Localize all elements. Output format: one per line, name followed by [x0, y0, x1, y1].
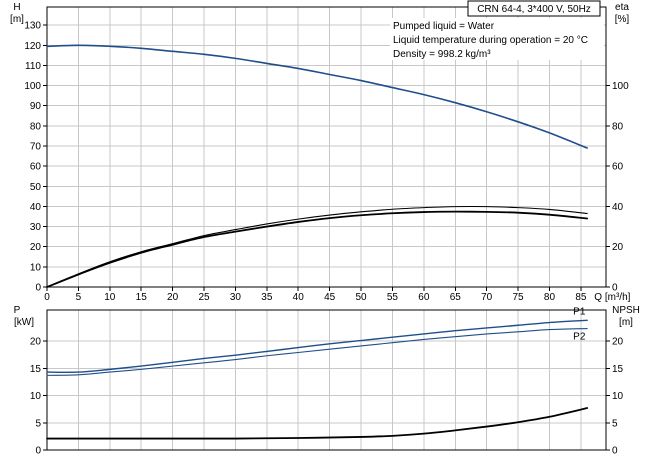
h-axis-unit: [m] — [10, 14, 24, 25]
h-axis-label: H — [13, 2, 20, 13]
npsh-axis-tick-label: 5 — [612, 418, 618, 429]
q-axis-tick-label: 55 — [387, 292, 399, 303]
q-axis-tick-label: 65 — [450, 292, 462, 303]
h-axis-tick-label: 60 — [30, 162, 42, 173]
p-axis-tick-label: 0 — [35, 446, 41, 457]
bottom-series-p2 — [46, 327, 588, 376]
bottom-series-npsh — [46, 407, 589, 440]
condition-background — [390, 32, 604, 46]
eta-axis-tick-label: 100 — [612, 81, 629, 92]
condition-text: Density = 998.2 kg/m³ — [393, 49, 491, 60]
h-axis-tick-label: 70 — [30, 141, 42, 152]
condition-background — [390, 18, 604, 32]
h-axis-tick-label: 130 — [24, 21, 41, 32]
npsh-axis-tick-label: 0 — [612, 446, 618, 457]
top-series-h — [46, 44, 588, 149]
h-axis-tick-label: 50 — [30, 182, 42, 193]
eta-axis-tick-label: 0 — [612, 283, 618, 294]
q-axis-tick-label: 0 — [44, 292, 50, 303]
q-axis-tick-label: 15 — [136, 292, 148, 303]
eta-axis-tick-label: 40 — [612, 202, 624, 213]
q-axis-tick-label: 30 — [230, 292, 242, 303]
condition-text: Liquid temperature during operation = 20… — [393, 35, 588, 46]
npsh-axis-tick-label: 20 — [612, 337, 624, 348]
top-plot-frame — [46, 6, 607, 288]
condition-text: Pumped liquid = Water — [393, 21, 495, 32]
series-label-p2: P2 — [573, 332, 586, 343]
h-axis-tick-label: 90 — [30, 101, 42, 112]
q-axis-tick-label: 10 — [104, 292, 116, 303]
bottom-series-p1 — [46, 319, 588, 374]
title-box-text: CRN 64-4, 3*400 V, 50Hz — [477, 4, 591, 15]
h-axis-tick-label: 20 — [30, 242, 42, 253]
h-axis-tick-label: 0 — [35, 283, 41, 294]
p-axis-tick-label: 15 — [30, 364, 42, 375]
p-axis-tick-label: 10 — [30, 391, 42, 402]
q-axis-tick-label: 25 — [198, 292, 210, 303]
h-axis-tick-label: 10 — [30, 262, 42, 273]
q-axis-tick-label: 75 — [513, 292, 525, 303]
eta-axis-tick-label: 60 — [612, 162, 624, 173]
h-axis-tick-label: 100 — [24, 81, 41, 92]
p-axis-unit: [kW] — [14, 317, 34, 328]
eta-axis-tick-label: 80 — [612, 121, 624, 132]
q-axis-tick-label: 70 — [481, 292, 493, 303]
q-axis-tick-label: 5 — [76, 292, 82, 303]
eta-axis-label: eta — [615, 2, 629, 13]
npsh-axis-unit: [m] — [619, 317, 633, 328]
p-axis-label: P — [14, 305, 21, 316]
top-series-eta-upper — [46, 205, 588, 288]
npsh-axis-tick-label: 10 — [612, 391, 624, 402]
q-axis-tick-label: 85 — [575, 292, 587, 303]
h-axis-tick-label: 120 — [24, 41, 41, 52]
h-axis-tick-label: 110 — [25, 61, 41, 72]
npsh-axis-label: NPSH — [612, 305, 640, 316]
npsh-axis-tick-label: 15 — [612, 364, 624, 375]
eta-axis-tick-label: 20 — [612, 242, 624, 253]
q-axis-tick-label: 45 — [324, 292, 336, 303]
eta-axis-unit: [%] — [615, 14, 630, 25]
h-axis-tick-label: 40 — [30, 202, 42, 213]
condition-background — [390, 46, 604, 60]
q-axis-tick-label: 60 — [418, 292, 430, 303]
title-box — [467, 0, 601, 17]
h-axis-tick-label: 30 — [30, 222, 42, 233]
series-label-p1: P1 — [573, 306, 586, 317]
q-axis-tick-label: 20 — [167, 292, 179, 303]
q-axis-tick-label: 50 — [355, 292, 367, 303]
q-axis-tick-label: 80 — [544, 292, 556, 303]
q-axis-tick-label: 40 — [293, 292, 305, 303]
q-axis-label: Q [m³/h] — [594, 292, 630, 303]
p-axis-tick-label: 5 — [35, 418, 41, 429]
top-series-eta-lower — [46, 210, 589, 288]
q-axis-tick-label: 35 — [261, 292, 273, 303]
bottom-plot-frame — [46, 309, 607, 451]
p-axis-tick-label: 20 — [30, 337, 42, 348]
h-axis-tick-label: 80 — [30, 121, 42, 132]
